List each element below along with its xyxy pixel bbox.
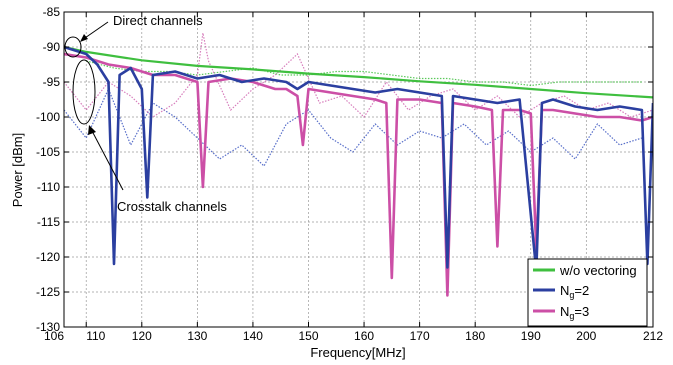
crosstalk-line-2 — [64, 87, 643, 167]
crosstalk-channels-label: Crosstalk channels — [117, 199, 227, 214]
direct-channels-label: Direct channels — [113, 13, 203, 28]
x-tick-label: 212 — [643, 329, 663, 343]
y-tick-label: -120 — [36, 250, 60, 264]
crosstalk-line-3 — [64, 32, 653, 118]
x-tick-label: 106 — [44, 329, 64, 343]
legend-label-wo-vectoring: w/o vectoring — [559, 263, 637, 278]
x-tick-label: 190 — [521, 329, 541, 343]
y-tick-label: -90 — [43, 40, 61, 54]
x-tick-label: 120 — [132, 329, 152, 343]
crosstalk-channels-arrowhead — [88, 125, 96, 135]
y-tick-label: -115 — [37, 215, 60, 229]
y-tick-label: -85 — [43, 5, 61, 19]
grid — [64, 12, 653, 327]
direct-channels-ellipse — [64, 36, 82, 58]
x-tick-label: 200 — [576, 329, 596, 343]
direct-channels-arrowhead — [80, 34, 88, 42]
y-tick-labels: -130 -125 -120 -115 -110 -105 -100 -95 -90 -85 — [36, 5, 60, 334]
series-line-2 — [64, 45, 653, 273]
y-axis-title: Power [dBm] — [10, 133, 25, 207]
legend-label-ng3: Ng=3 — [560, 304, 589, 321]
x-tick-label: 150 — [298, 329, 318, 343]
y-tick-label: -125 — [36, 285, 60, 299]
y-tick-label: -95 — [43, 75, 61, 89]
y-tick-label: -130 — [36, 320, 60, 334]
y-tick-label: -105 — [36, 145, 60, 159]
crosstalk-channels-ellipse — [72, 59, 96, 125]
legend: w/o vectoring Ng=2 Ng=3 — [527, 258, 648, 327]
series-lines — [64, 45, 653, 297]
plot-frame — [63, 11, 654, 328]
y-tick-label: -100 — [36, 110, 60, 124]
series-line-1 — [64, 45, 653, 99]
x-tick-label: 110 — [86, 329, 105, 343]
annotations: Direct channels Crosstalk channels — [64, 13, 227, 214]
x-tick-label: 160 — [354, 329, 374, 343]
ticks — [63, 11, 654, 328]
x-tick-label: 140 — [243, 329, 263, 343]
y-tick-label: -110 — [37, 180, 60, 194]
x-tick-label: 130 — [187, 329, 207, 343]
legend-label-ng2: Ng=2 — [560, 283, 589, 300]
x-axis-title: Frequency[MHz] — [310, 345, 405, 360]
x-tick-labels: 106 110 120 130 140 150 160 170 180 190 200 212 — [44, 329, 663, 343]
x-tick-label: 180 — [465, 329, 485, 343]
crosstalk-channels-arrow — [90, 128, 124, 191]
x-tick-label: 170 — [410, 329, 430, 343]
